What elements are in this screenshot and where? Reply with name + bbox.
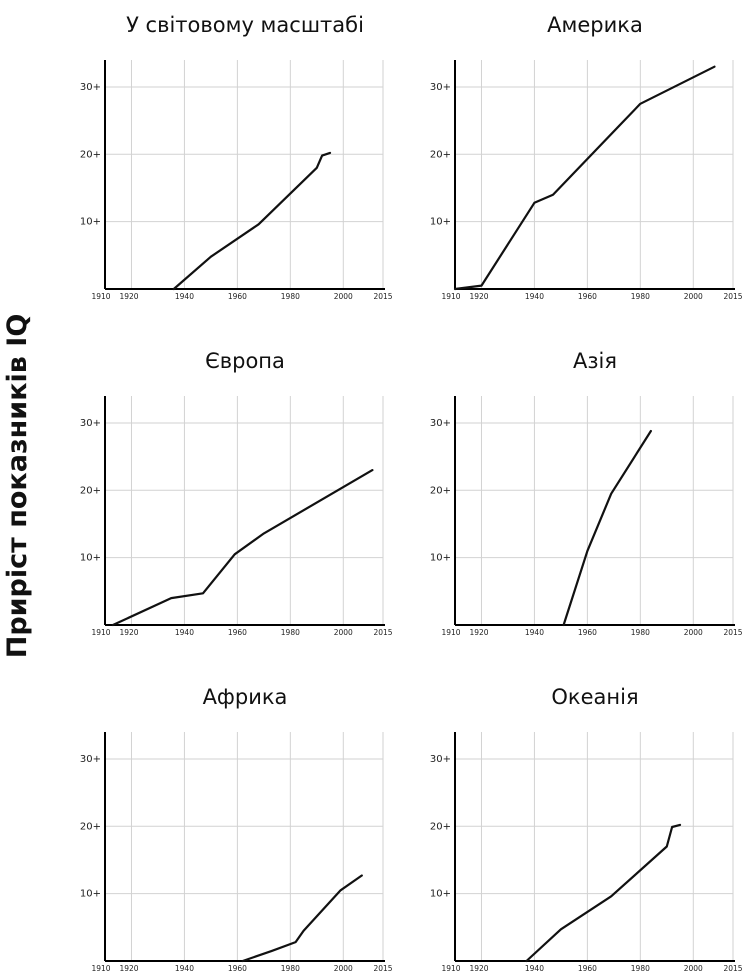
x-tick-label: 1910 (91, 964, 110, 972)
x-tick-label: 1940 (525, 292, 544, 301)
x-tick-label: 1920 (119, 964, 138, 972)
y-tick-label: 30+ (430, 82, 451, 93)
x-tick-label: 1910 (91, 292, 110, 301)
chart-title-world: У світовому масштабі (126, 13, 364, 37)
series-line-oceania (525, 823, 682, 963)
y-tick-label: 20+ (80, 821, 101, 832)
x-tick-label: 1920 (469, 964, 488, 972)
x-tick-label: 1960 (578, 628, 597, 637)
y-tick-label: 20+ (430, 821, 451, 832)
x-tick-label: 2015 (723, 964, 742, 972)
chart-panel-oceania: 1910 1920 1940 1960 1980 2000 2015 10+ 20+ 30+ (430, 732, 743, 972)
x-tick-label: 1910 (441, 964, 460, 972)
x-tick-label: 1910 (441, 628, 460, 637)
series-line-europe (111, 469, 374, 627)
y-tick-label: 10+ (430, 553, 451, 564)
chart-title-america: Америка (547, 13, 643, 37)
x-tick-label: 1920 (469, 292, 488, 301)
chart-title-europe: Європа (205, 349, 285, 373)
y-tick-label: 30+ (80, 82, 101, 93)
x-tick-label: 2000 (334, 628, 353, 637)
y-tick-label: 20+ (80, 485, 101, 496)
x-tick-label: 1960 (228, 964, 247, 972)
x-tick-label: 1910 (91, 628, 110, 637)
x-tick-label: 1940 (525, 964, 544, 972)
x-tick-label: 1940 (175, 292, 194, 301)
x-tick-label: 2000 (684, 292, 703, 301)
y-tick-label: 20+ (430, 485, 451, 496)
y-tick-label: 10+ (80, 889, 101, 900)
x-tick-label: 2015 (723, 292, 742, 301)
x-tick-label: 1980 (281, 628, 300, 637)
series-line-asia (562, 429, 652, 627)
x-tick-label: 2000 (334, 964, 353, 972)
x-tick-label: 2015 (373, 292, 392, 301)
x-tick-label: 1920 (119, 628, 138, 637)
y-tick-label: 10+ (430, 217, 451, 228)
x-tick-label: 2000 (334, 292, 353, 301)
chart-panel-africa: 1910 1920 1940 1960 1980 2000 2015 10+ 20+ 30+ (80, 732, 393, 972)
y-tick-label: 20+ (430, 149, 451, 160)
x-tick-label: 2000 (684, 964, 703, 972)
y-tick-label: 10+ (430, 889, 451, 900)
y-tick-label: 30+ (430, 418, 451, 429)
chart-panel-asia: 1910 1920 1940 1960 1980 2000 2015 10+ 20+ 30+ (430, 396, 743, 637)
x-tick-label: 1940 (175, 964, 194, 972)
y-tick-label: 30+ (80, 754, 101, 765)
series-line-world (172, 151, 332, 291)
x-tick-label: 1920 (469, 628, 488, 637)
x-tick-label: 1980 (631, 964, 650, 972)
x-tick-label: 1920 (119, 292, 138, 301)
x-tick-label: 1980 (631, 628, 650, 637)
chart-title-africa: Африка (202, 685, 288, 709)
x-tick-label: 1980 (281, 964, 300, 972)
y-tick-label: 30+ (80, 418, 101, 429)
x-tick-label: 1910 (441, 292, 460, 301)
x-tick-label: 1940 (175, 628, 194, 637)
series-line-africa (241, 874, 363, 963)
x-tick-label: 1960 (578, 964, 597, 972)
y-tick-label: 20+ (80, 149, 101, 160)
chart-title-asia: Азія (573, 349, 617, 373)
x-tick-label: 2015 (373, 628, 392, 637)
y-tick-label: 10+ (80, 217, 101, 228)
y-tick-label: 30+ (430, 754, 451, 765)
chart-panel-world: 1910 1920 1940 1960 1980 2000 2015 10+ 20+ 30+ (80, 60, 393, 301)
x-tick-label: 2015 (373, 964, 392, 972)
chart-panel-america: 1910 1920 1940 1960 1980 2000 2015 10+ 20+ 30+ (430, 60, 743, 301)
y-tick-label: 10+ (80, 553, 101, 564)
x-tick-label: 2000 (684, 628, 703, 637)
x-tick-label: 1980 (281, 292, 300, 301)
x-tick-label: 1940 (525, 628, 544, 637)
x-tick-label: 2015 (723, 628, 742, 637)
x-tick-label: 1980 (631, 292, 650, 301)
x-tick-label: 1960 (228, 292, 247, 301)
chart-title-oceania: Океанія (551, 685, 639, 709)
series-line-america (453, 65, 716, 291)
chart-panel-europe: 1910 1920 1940 1960 1980 2000 2015 10+ 20+ 30+ (80, 396, 393, 637)
x-tick-label: 1960 (228, 628, 247, 637)
x-tick-label: 1960 (578, 292, 597, 301)
